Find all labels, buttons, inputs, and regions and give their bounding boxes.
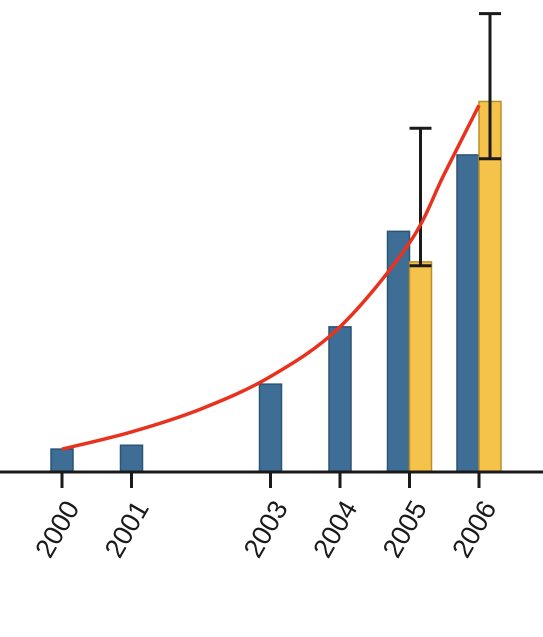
series-yellow-bars xyxy=(408,100,502,473)
error-bars xyxy=(409,12,501,268)
bar-blue-2004 xyxy=(328,326,352,473)
error-bar-2006 xyxy=(479,12,501,161)
bar-blue-2001 xyxy=(119,444,144,473)
x-tick-label-2005: 2005 xyxy=(377,496,433,563)
error-bar-2005 xyxy=(409,126,432,268)
x-tick-label-2006: 2006 xyxy=(446,496,502,563)
trend-curve xyxy=(61,104,481,451)
x-tick-label-2001: 2001 xyxy=(99,496,155,563)
x-tick-label-2003: 2003 xyxy=(238,496,294,563)
series-blue-bars xyxy=(50,154,480,473)
x-tick-label-2000: 2000 xyxy=(29,496,85,563)
x-tick-label-2004: 2004 xyxy=(307,496,363,563)
bar-blue-2006 xyxy=(456,154,480,473)
x-axis-ticks: 2000 2001 2003 2004 2005 2006 xyxy=(29,472,502,563)
bar-blue-2003 xyxy=(258,383,283,473)
bar-blue-2000 xyxy=(50,448,74,473)
bar-yellow-2005 xyxy=(408,261,433,473)
